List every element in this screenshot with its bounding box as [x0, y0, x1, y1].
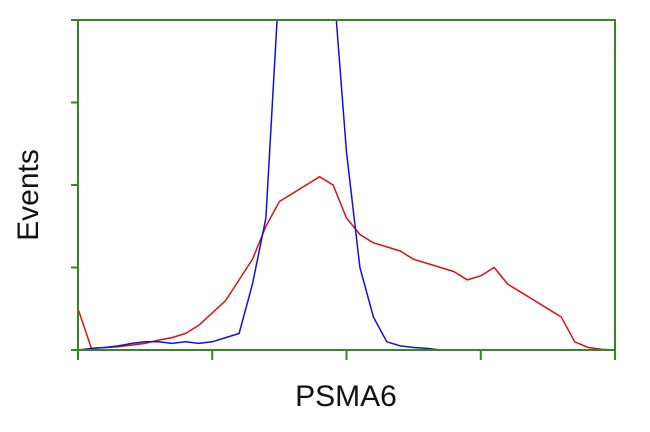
histogram-line: [78, 20, 615, 350]
x-axis-label: PSMA6: [295, 380, 397, 413]
y-axis-label: Events: [12, 149, 45, 241]
histogram-line: [78, 175, 615, 350]
